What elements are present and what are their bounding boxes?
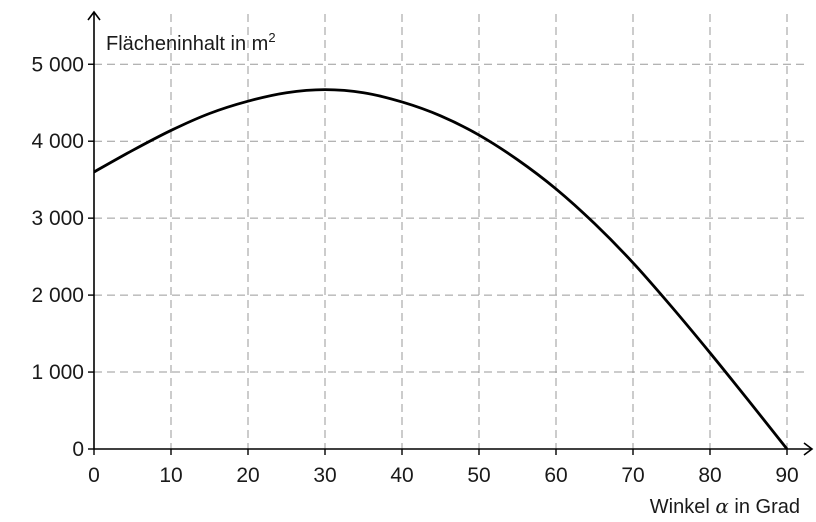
y-axis-title-main: Flächeninhalt in m [106, 33, 268, 55]
x-tick-label-80: 80 [698, 464, 721, 487]
grid [94, 14, 808, 449]
axes [88, 12, 812, 455]
y-tick-label-4000: 4 000 [31, 130, 84, 153]
y-tick-label-2000: 2 000 [31, 284, 84, 307]
series-line-0 [94, 90, 787, 449]
x-tick-label-50: 50 [467, 464, 490, 487]
x-axis-title-suffix: in Grad [729, 496, 800, 518]
x-axis-title-prefix: Winkel [650, 496, 716, 518]
x-tick-label-90: 90 [775, 464, 798, 487]
y-axis-title: Flächeninhalt in m2 [106, 30, 276, 55]
x-tick-label-20: 20 [236, 464, 259, 487]
x-axis-title: Winkel α in Grad [650, 494, 800, 518]
x-tick-label-30: 30 [313, 464, 336, 487]
series-layer [94, 90, 787, 449]
x-tick-label-0: 0 [88, 464, 100, 487]
y-tick-label-5000: 5 000 [31, 53, 84, 76]
y-tick-label-1000: 1 000 [31, 361, 84, 384]
y-tick-label-0: 0 [72, 438, 84, 461]
y-tick-label-3000: 3 000 [31, 207, 84, 230]
x-tick-label-10: 10 [159, 464, 182, 487]
tick-labels: 0 10 20 30 40 50 60 70 80 90 0 1 000 2 000 3 000 4 000… [31, 53, 798, 487]
x-tick-label-60: 60 [544, 464, 567, 487]
x-axis-title-symbol: α [715, 494, 729, 518]
x-tick-label-40: 40 [390, 464, 413, 487]
y-axis-title-superscript: 2 [268, 30, 275, 45]
x-tick-label-70: 70 [621, 464, 644, 487]
